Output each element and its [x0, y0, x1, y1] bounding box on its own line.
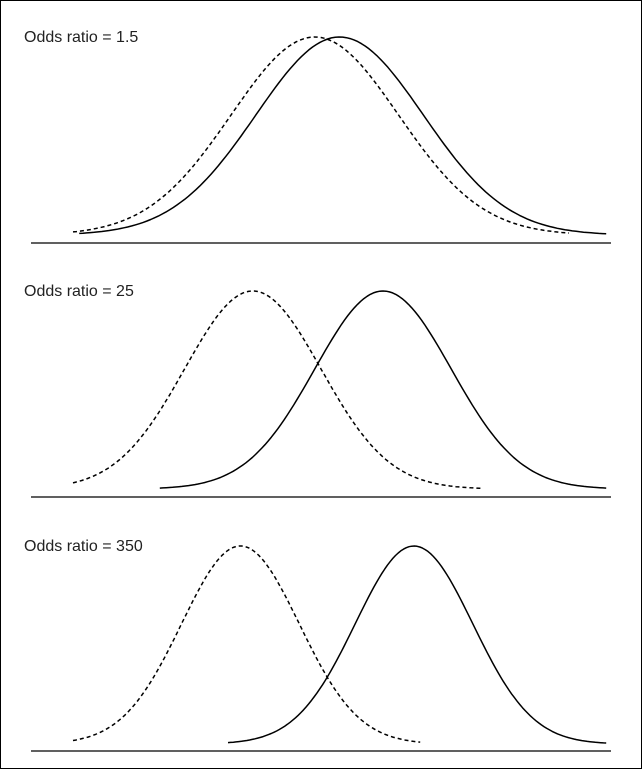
solid-curve	[159, 290, 607, 489]
panel-odds-ratio-350: Odds ratio = 350	[1, 510, 641, 764]
distribution-plot	[31, 36, 611, 244]
panel-odds-ratio-25: Odds ratio = 25	[1, 255, 641, 509]
panel-label: Odds ratio = 1.5	[24, 29, 139, 46]
distribution-plot	[31, 290, 611, 498]
dashed-curve	[72, 545, 421, 743]
distribution-plot	[31, 545, 611, 752]
solid-curve	[79, 36, 607, 235]
panel-odds-ratio-1-5: Odds ratio = 1.5	[1, 1, 641, 255]
panel-label: Odds ratio = 350	[24, 538, 143, 555]
dashed-curve	[72, 36, 570, 234]
panel-label: Odds ratio = 25	[24, 283, 134, 300]
solid-curve	[227, 545, 607, 744]
dashed-curve	[72, 290, 483, 490]
